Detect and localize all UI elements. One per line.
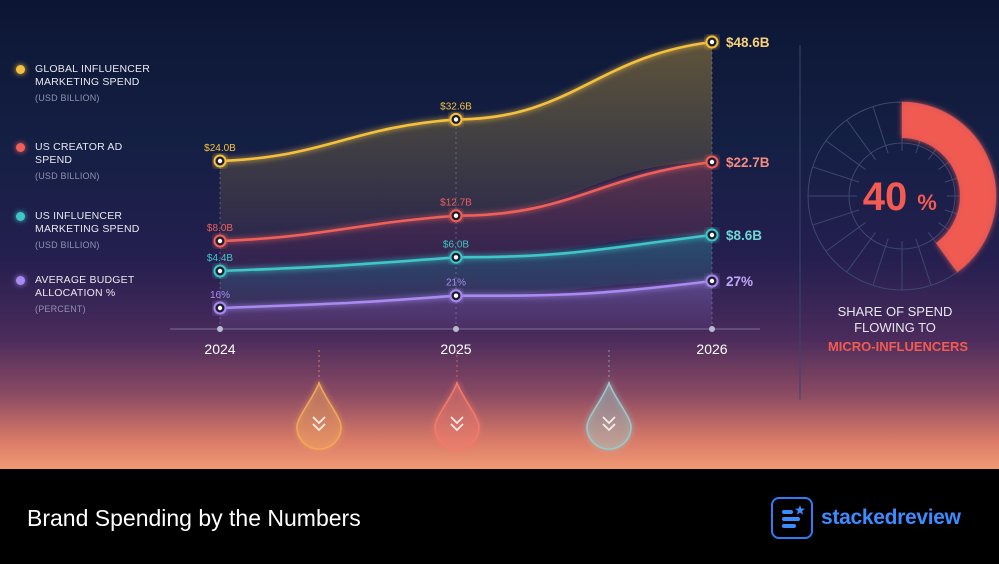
data-point-core xyxy=(217,158,223,164)
donut-chart xyxy=(807,101,997,291)
page-title: Brand Spending by the Numbers xyxy=(27,505,361,531)
x-tick xyxy=(709,326,715,332)
legend-sub: (USD BILLION) xyxy=(35,240,100,250)
data-point-core xyxy=(709,278,715,284)
donut-gridline xyxy=(872,238,889,286)
data-label: 16% xyxy=(210,290,230,301)
legend-sub: (USD BILLION) xyxy=(35,93,100,103)
data-label: $8.6B xyxy=(726,228,762,243)
legend-dot xyxy=(16,212,25,221)
donut-gridline xyxy=(825,222,866,252)
donut-gridline xyxy=(915,238,932,286)
legend-label: US INFLUENCER MARKETING SPEND xyxy=(35,210,140,235)
data-label: $6.0B xyxy=(443,239,469,250)
x-tick-label: 2025 xyxy=(440,341,471,357)
data-point-core xyxy=(453,255,459,260)
brand[interactable]: stackedreview xyxy=(771,496,961,540)
series-area xyxy=(220,235,712,308)
legend-dot xyxy=(16,276,25,285)
x-tick xyxy=(453,326,459,332)
legend-label: GLOBAL INFLUENCER MARKETING SPEND xyxy=(35,63,151,88)
donut-caption-line1: SHARE OF SPEND xyxy=(838,304,953,319)
line-chart: $24.0B $32.6B $48.6B $8.0B $12.7B $22.7B $4.4B… xyxy=(170,35,997,450)
donut-unit: % xyxy=(917,190,937,215)
data-label: $8.0B xyxy=(207,223,233,234)
donut-value: 40 xyxy=(863,175,908,219)
data-point-core xyxy=(453,213,459,218)
donut-gridline xyxy=(872,106,889,154)
donut-value-arc xyxy=(902,102,996,273)
donut-caption-highlight: MICRO-INFLUENCERS xyxy=(828,339,968,354)
donut-gridline xyxy=(812,209,860,226)
donut-gridline xyxy=(846,119,876,160)
brand-name: stackedreview xyxy=(821,506,961,529)
donut-gridline xyxy=(812,166,860,183)
series-area xyxy=(220,42,712,241)
data-point-core xyxy=(217,238,223,244)
brand-logo-icon xyxy=(771,497,813,539)
footer-bar: Brand Spending by the Numbers stackedrev… xyxy=(0,469,999,564)
legend-sub: (PERCENT) xyxy=(35,304,86,314)
chevron-down-double-icon xyxy=(296,350,342,450)
data-label: $24.0B xyxy=(204,143,236,154)
chevron-down-double-icon xyxy=(434,350,480,450)
legend-label: AVERAGE BUDGET ALLOCATION % xyxy=(35,274,135,299)
data-point-core xyxy=(453,293,459,298)
data-label: $32.6B xyxy=(440,101,472,112)
data-point-core xyxy=(709,232,715,238)
chevron-down-double-icon xyxy=(586,350,632,450)
x-tick-label: 2026 xyxy=(696,341,727,357)
data-label: $48.6B xyxy=(726,35,770,50)
data-point-core xyxy=(453,117,459,122)
data-point-core xyxy=(709,159,715,165)
data-label: $12.7B xyxy=(440,198,472,209)
donut-ring-inner xyxy=(848,142,956,250)
legend-label: US CREATOR AD SPEND xyxy=(35,141,123,166)
data-point-core xyxy=(709,39,715,45)
x-tick xyxy=(217,326,223,332)
data-point-core xyxy=(217,305,223,311)
legend-sub: (USD BILLION) xyxy=(35,171,100,181)
legend-dot xyxy=(16,65,25,74)
chart-area: $24.0B $32.6B $48.6B $8.0B $12.7B $22.7B $4.4B… xyxy=(0,0,999,469)
data-label: 21% xyxy=(446,278,466,289)
donut-caption-line2: FLOWING TO xyxy=(854,320,936,335)
data-point-core xyxy=(217,268,223,274)
data-label: $22.7B xyxy=(726,155,770,170)
series-area xyxy=(220,281,712,329)
data-label: $4.4B xyxy=(207,253,233,264)
donut-gridline xyxy=(825,140,866,170)
donut-gridline xyxy=(846,232,876,273)
legend-dot xyxy=(16,143,25,152)
data-label: 27% xyxy=(726,274,753,289)
x-tick-label: 2024 xyxy=(204,341,235,357)
